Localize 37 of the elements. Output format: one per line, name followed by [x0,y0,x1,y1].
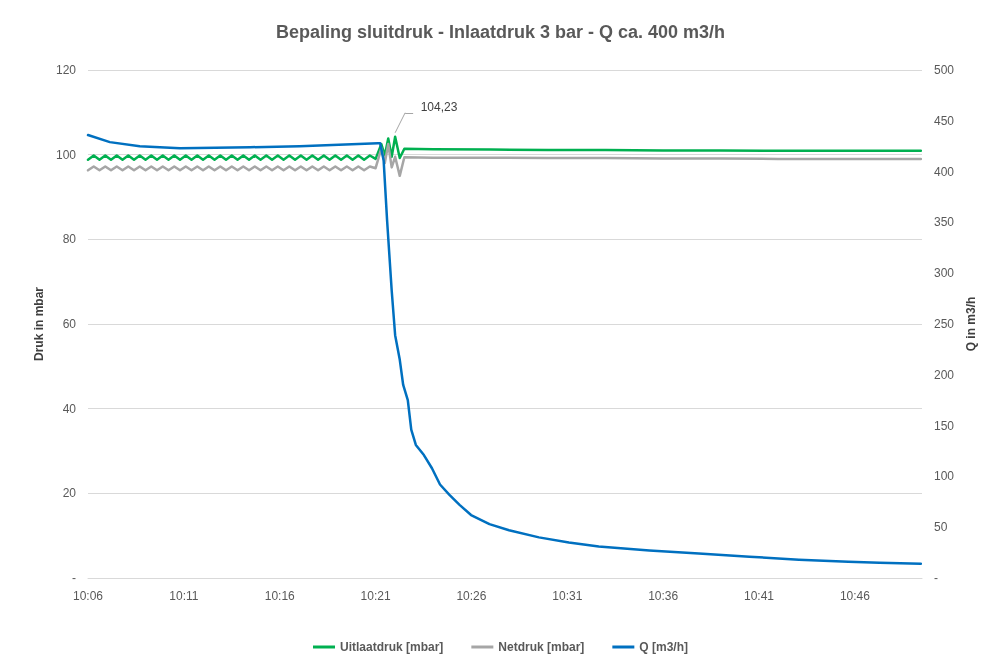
y-tick-label: 20 [62,486,77,501]
x-tick-label: 10:36 [648,589,679,603]
y2-tick-label: 200 [934,367,955,382]
y2-tick-label: 100 [934,469,955,484]
legend-label: Netdruk [mbar] [498,640,585,654]
annotation: 104,23 [420,99,458,114]
y2-tick-label: 250 [934,317,955,331]
line-series [86,135,923,161]
y2-tick-label: 450 [934,113,955,128]
legend-label: Q [m3/h] [639,640,689,654]
x-tick-label: 10:41 [744,589,775,603]
x-tick-label: 10:46 [839,589,871,603]
x-tick-label: 10:26 [456,589,487,603]
y-tick-label: 80 [62,232,77,247]
y2-tick-label: 300 [934,266,955,281]
y2-tick-label: 150 [934,418,955,433]
line-series [86,133,923,566]
y2-tick-label: 50 [934,520,948,535]
x-tick-label: 10:06 [72,589,104,603]
y2-tick-label: 350 [934,215,955,230]
x-tick-label: 10:16 [264,589,296,603]
line-series [86,142,923,178]
y2-tick-label: - [934,571,938,585]
y-tick-label: 60 [62,317,77,331]
x-tick-label: 10:11 [169,589,199,603]
x-tick-label: 10:21 [360,589,391,603]
y-tick-label: 40 [62,401,77,416]
y-axis-title: Druk in mbar [32,286,47,362]
y-tick-label: - [72,571,76,585]
y-tick-label: 100 [55,147,77,162]
legend-label: Uitlaatdruk [mbar] [339,640,444,654]
chart-title: Bepaling sluitdruk - Inlaatdruk 3 bar - Q ca. 400 m3/h [275,22,726,42]
y2-tick-label: 500 [934,63,955,77]
x-tick-label: 10:31 [552,589,583,603]
y-tick-label: 120 [55,63,77,77]
y2-axis-title: Q in m3/h [963,296,978,352]
y2-tick-label: 400 [934,164,955,179]
